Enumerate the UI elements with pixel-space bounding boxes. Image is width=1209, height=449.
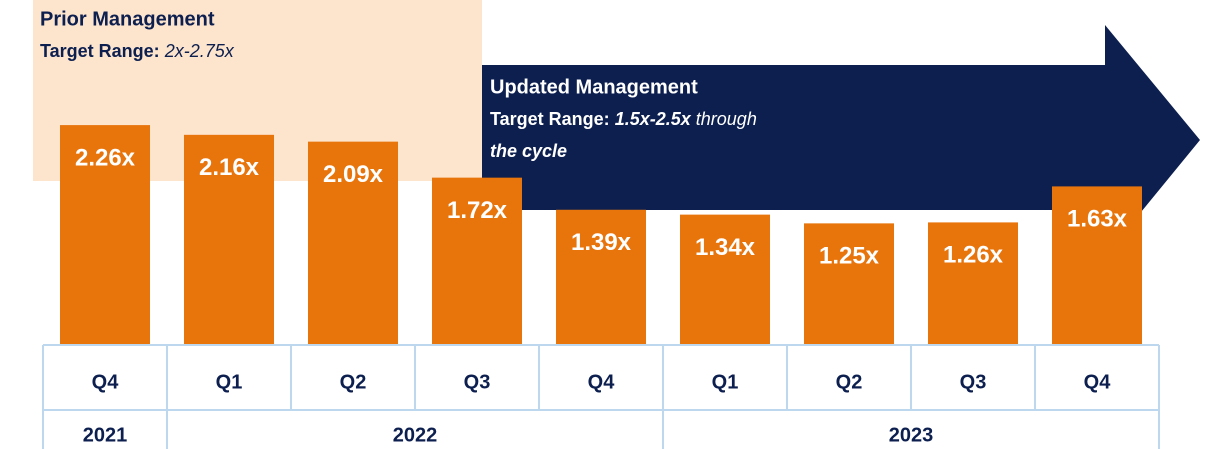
x-tick-label: Q3	[464, 371, 491, 393]
updated-note: the cycle	[490, 141, 567, 161]
prior-range-value: 2x-2.75x	[164, 41, 235, 61]
bar	[804, 223, 894, 345]
group-label: 2023	[889, 424, 934, 446]
bar	[556, 209, 646, 345]
value-label: 2.09x	[323, 161, 384, 188]
value-label: 2.26x	[75, 144, 136, 171]
prior-range-label: Target Range:	[40, 41, 160, 61]
updated-range-arrow	[482, 25, 1200, 256]
x-tick-label: Q1	[712, 371, 739, 393]
updated-range-label: Target Range:	[490, 109, 610, 129]
bar	[308, 141, 398, 345]
value-label: 1.39x	[571, 229, 632, 256]
prior-title: Prior Management	[40, 8, 215, 30]
group-label: 2021	[83, 424, 128, 446]
updated-title: Updated Management	[490, 76, 698, 98]
bar	[184, 134, 274, 345]
bar	[60, 125, 150, 346]
value-label: 1.26x	[943, 242, 1004, 269]
value-label: 1.72x	[447, 197, 508, 224]
bar	[680, 214, 770, 345]
bar	[432, 177, 522, 345]
x-tick-label: Q4	[92, 371, 120, 393]
value-label: 1.34x	[695, 234, 756, 261]
group-label: 2022	[393, 424, 438, 446]
bar	[1052, 186, 1142, 345]
value-label: 1.25x	[819, 243, 880, 270]
value-label: 2.16x	[199, 154, 260, 181]
bar	[928, 222, 1018, 345]
updated-range: Target Range: 1.5x-2.5x through	[490, 109, 757, 129]
x-tick-label: Q3	[960, 371, 987, 393]
x-tick-label: Q4	[1084, 371, 1112, 393]
prior-range: Target Range: 2x-2.75x	[40, 41, 235, 61]
x-tick-label: Q2	[340, 371, 367, 393]
updated-range-value: 1.5x-2.5x	[615, 109, 692, 129]
updated-note: through	[696, 109, 757, 129]
x-tick-label: Q2	[836, 371, 863, 393]
x-tick-label: Q4	[588, 371, 616, 393]
value-label: 1.63x	[1067, 206, 1128, 233]
x-tick-label: Q1	[216, 371, 243, 393]
